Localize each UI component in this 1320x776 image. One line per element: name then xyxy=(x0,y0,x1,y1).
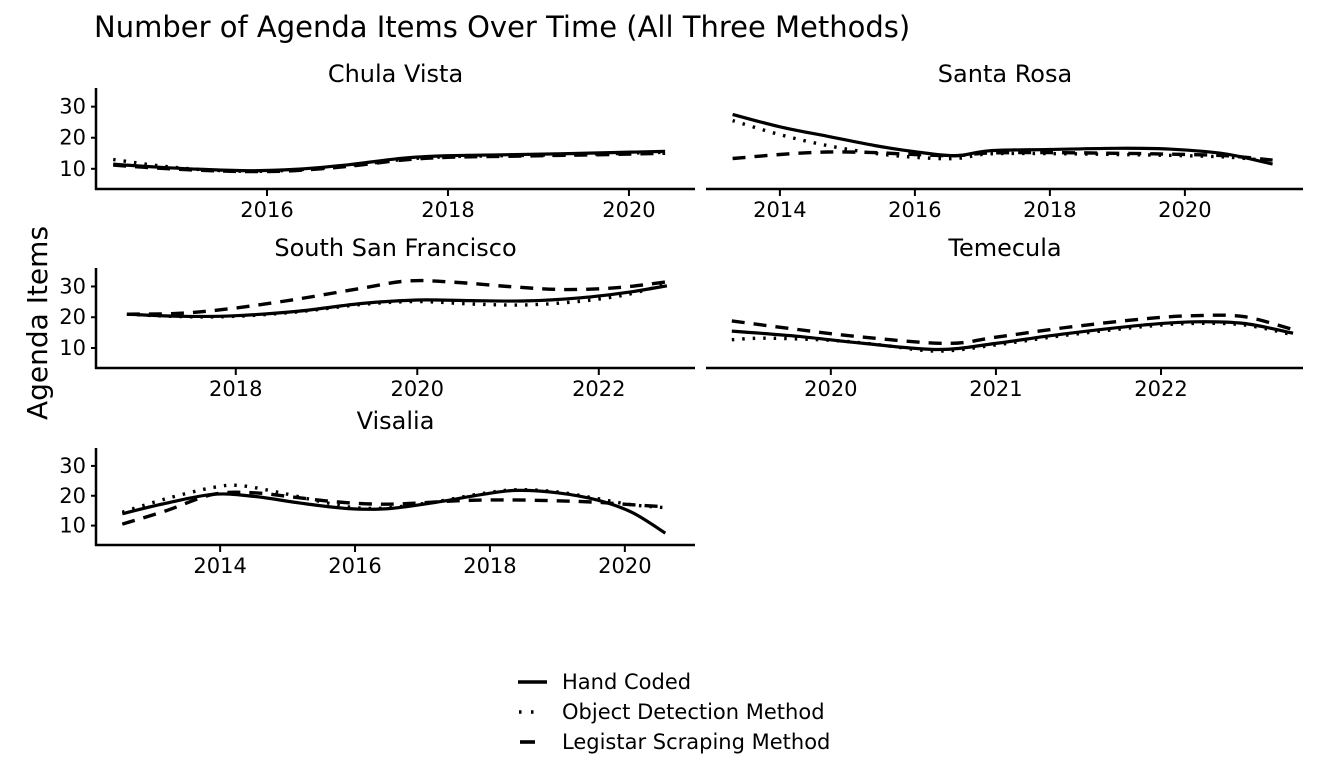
legend-row-hand-coded: Hand Coded xyxy=(516,669,830,694)
x-tick-label: 2020 xyxy=(391,377,444,401)
x-tick-label: 2021 xyxy=(969,377,1022,401)
series-line-solid xyxy=(732,112,1273,166)
panel-title-south-san-francisco: South San Francisco xyxy=(274,234,517,262)
y-tick-label: 10 xyxy=(59,336,86,360)
x-tick-label: 2020 xyxy=(804,377,857,401)
solid-line-key-icon xyxy=(518,679,547,684)
x-tick-label: 2016 xyxy=(240,198,293,222)
legend: Hand Coded Object Detection Method Legis… xyxy=(516,669,830,754)
y-tick-label: 10 xyxy=(59,157,86,181)
series-line-solid xyxy=(113,149,666,173)
legend-row-legistar-scraping: Legistar Scraping Method xyxy=(516,729,830,754)
y-tick-label: 20 xyxy=(59,484,86,508)
legend-label: Hand Coded xyxy=(562,669,692,694)
x-tick-label: 2022 xyxy=(1134,377,1187,401)
x-tick-label: 2018 xyxy=(421,198,474,222)
series-line-dotted xyxy=(732,118,1273,163)
legend-row-object-detection: Object Detection Method xyxy=(516,699,830,724)
y-tick-label: 30 xyxy=(59,95,86,119)
x-tick-label: 2018 xyxy=(463,554,516,578)
dotted-line-key-icon xyxy=(519,709,543,714)
y-tick-label: 20 xyxy=(59,126,86,150)
panel-title-chula-vista: Chula Vista xyxy=(327,60,464,88)
series-line-dashed xyxy=(126,278,668,316)
x-tick-label: 2022 xyxy=(572,377,625,401)
x-tick-label: 2020 xyxy=(1158,198,1211,222)
x-tick-label: 2016 xyxy=(328,554,381,578)
y-tick-label: 30 xyxy=(59,454,86,478)
chart-title: Number of Agenda Items Over Time (All Th… xyxy=(94,10,911,44)
panel-title-santa-rosa: Santa Rosa xyxy=(937,60,1073,88)
panel-title-temecula: Temecula xyxy=(948,234,1062,262)
x-tick-label: 2018 xyxy=(1023,198,1076,222)
series-line-dashed xyxy=(732,150,1273,162)
series-line-solid xyxy=(731,320,1294,352)
y-tick-label: 30 xyxy=(59,274,86,298)
x-tick-label: 2016 xyxy=(888,198,941,222)
series-line-solid xyxy=(126,284,668,319)
x-tick-label: 2020 xyxy=(598,554,651,578)
x-tick-label: 2014 xyxy=(753,198,806,222)
x-tick-label: 2018 xyxy=(209,377,262,401)
series-line-dashed xyxy=(731,313,1294,346)
x-tick-label: 2020 xyxy=(602,198,655,222)
dashed-line-key-icon xyxy=(520,739,535,744)
y-tick-label: 20 xyxy=(59,305,86,329)
panel-title-visalia: Visalia xyxy=(356,407,435,435)
y-tick-label: 10 xyxy=(59,514,86,538)
x-tick-label: 2014 xyxy=(193,554,246,578)
legend-label: Legistar Scraping Method xyxy=(562,729,831,754)
series-line-solid xyxy=(121,488,667,535)
legend-label: Object Detection Method xyxy=(562,699,825,724)
